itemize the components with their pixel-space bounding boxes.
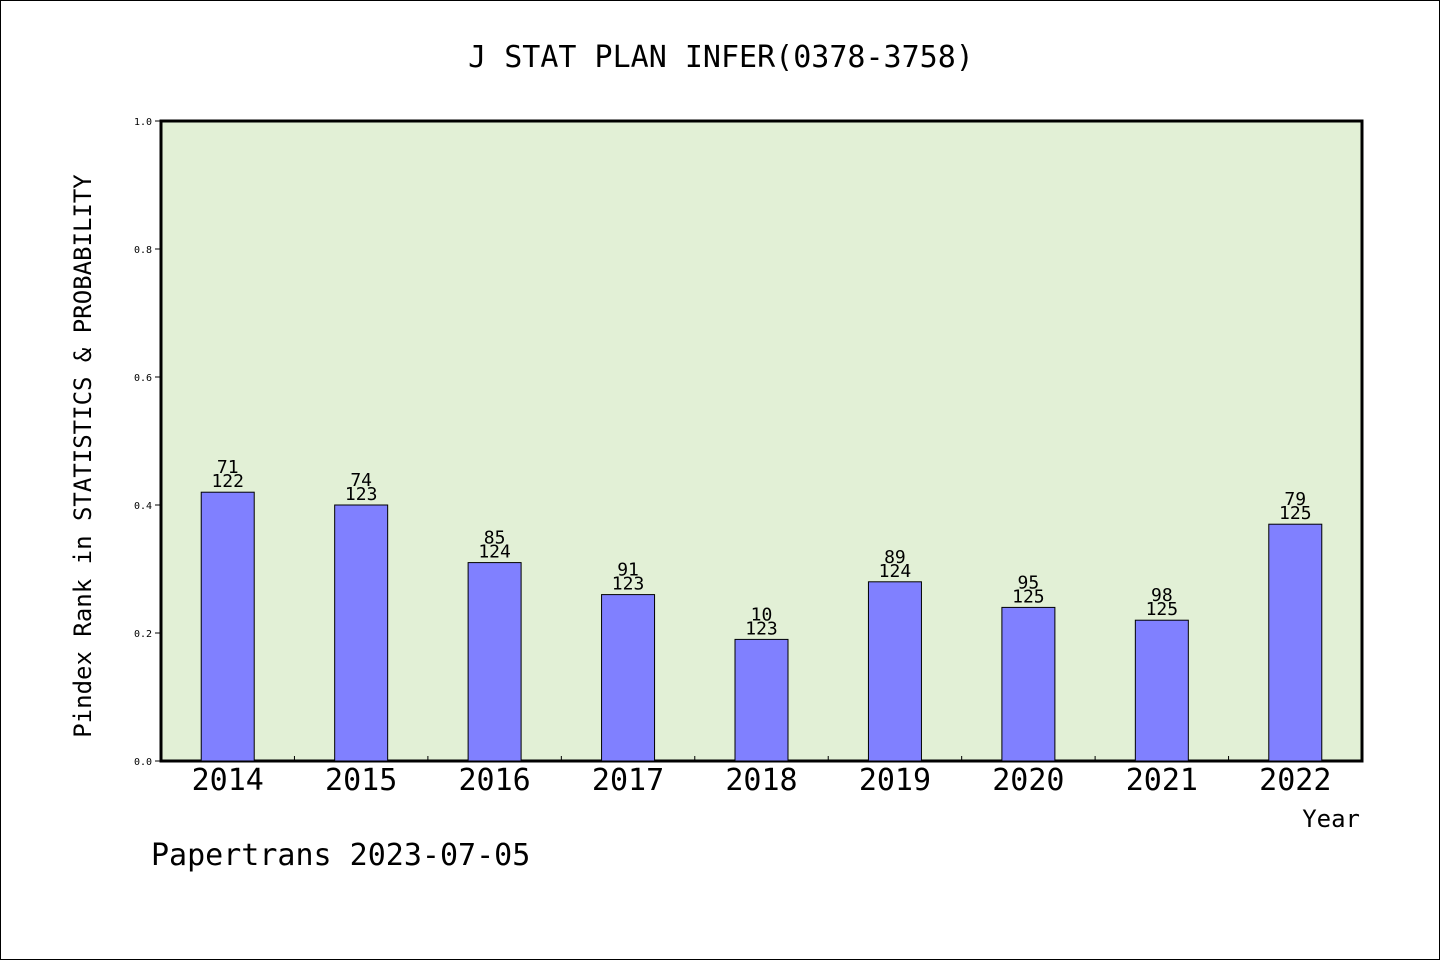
- bar-2014: [200, 491, 255, 762]
- x-tick-label: 2018: [725, 763, 797, 798]
- bar-total-label: 124: [879, 561, 912, 582]
- chart-title: J STAT PLAN INFER(0378-3758): [468, 40, 974, 75]
- y-tick-label: 0.2: [134, 629, 152, 640]
- bar-2019: [867, 581, 922, 762]
- y-tick-label: 0.0: [134, 757, 152, 768]
- footer-credit: Papertrans 2023-07-05: [151, 838, 530, 873]
- bar-rank-label: 74: [350, 470, 372, 491]
- y-tick-label: 0.8: [134, 245, 152, 256]
- bar-2022: [1268, 523, 1323, 762]
- x-tick-label: 2022: [1259, 763, 1331, 798]
- bar-total-label: 125: [1146, 599, 1179, 620]
- bar-rank-label: 71: [217, 457, 239, 478]
- y-tick-label: 0.6: [134, 373, 152, 384]
- bar-total-label: 125: [1012, 586, 1045, 607]
- x-tick-label: 2016: [458, 763, 530, 798]
- bar-total-label: 123: [345, 484, 378, 505]
- bar-2018: [734, 638, 789, 762]
- bar-2015: [334, 504, 389, 762]
- y-axis-label: Pindex Rank in STATISTICS & PROBABILITY: [69, 174, 97, 738]
- bar-2017: [601, 594, 656, 762]
- y-tick-label: 0.4: [134, 501, 152, 512]
- x-tick-label: 2020: [992, 763, 1064, 798]
- bar-total-label: 123: [745, 618, 778, 639]
- bar-rank-label: 85: [484, 528, 506, 549]
- bar-rank-label: 95: [1018, 572, 1040, 593]
- bar-2020: [1001, 606, 1056, 762]
- bar-rank-label: 79: [1284, 489, 1306, 510]
- x-tick-label: 2015: [325, 763, 397, 798]
- bar-rank-label: 89: [884, 547, 906, 568]
- bar-2021: [1134, 619, 1189, 762]
- y-tick-label: 1.0: [134, 117, 152, 128]
- x-tick-label: 2014: [192, 763, 264, 798]
- bar-total-label: 122: [211, 471, 244, 492]
- bar-rank-label: 98: [1151, 585, 1173, 606]
- bar-total-label: 124: [478, 542, 511, 563]
- y-axis: 0.0 0.2 0.4 0.6 0.8 1.0: [134, 117, 161, 768]
- bar-total-label: 125: [1279, 503, 1312, 524]
- x-tick-label: 2021: [1126, 763, 1198, 798]
- x-tick-label: 2017: [592, 763, 664, 798]
- x-tick-label: 2019: [859, 763, 931, 798]
- bar-total-label: 123: [612, 574, 645, 595]
- bar-rank-label: 10: [751, 604, 773, 625]
- bar-2016: [467, 562, 522, 762]
- x-axis: 2014 2015 2016 2017 2018 2019 2020 2021 2022: [192, 756, 1331, 798]
- bar-rank-label: 91: [617, 560, 639, 581]
- x-axis-label: Year: [1302, 805, 1360, 833]
